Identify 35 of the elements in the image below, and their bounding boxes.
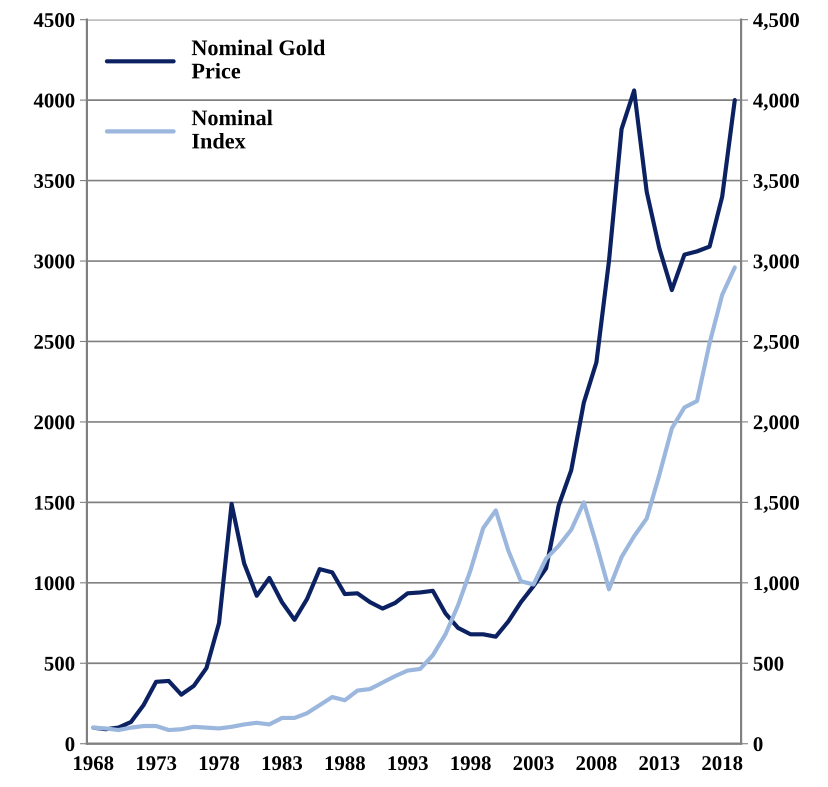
legend-label: Nominal Gold Price [192, 40, 326, 79]
y2-tick-label: 3,000 [754, 254, 799, 272]
x-tick-label: 1983 [262, 756, 302, 770]
x-tick-label: 2013 [639, 756, 680, 770]
y-tick-label: 1500 [35, 496, 74, 510]
y2-tick-label: 3,500 [754, 174, 799, 192]
y2-tick-label: 4,000 [753, 94, 799, 111]
x-tick-label: 1988 [326, 756, 365, 770]
y-tick-label: 4000 [34, 94, 74, 108]
x-tick-label: 1993 [388, 756, 428, 770]
y2-tick-label: 500 [754, 656, 784, 671]
y-tick-label: 500 [44, 656, 74, 671]
x-tick-label: 1998 [451, 756, 491, 770]
x-tick-label: 1973 [136, 756, 176, 770]
x-tick-label: 1968 [74, 756, 114, 770]
y-tick-label: 1000 [35, 576, 74, 590]
y2-tick-label: 1,000 [754, 576, 799, 594]
y-tick-label: 2500 [34, 334, 74, 349]
line-series [91, 265, 737, 732]
y-tick-label: 3000 [34, 254, 74, 268]
x-tick-label: 1978 [200, 756, 240, 770]
x-tick-label: 2008 [576, 756, 617, 770]
y2-tick-label: 0 [754, 737, 762, 752]
line-series [91, 88, 737, 732]
y-tick-label: 0 [66, 737, 74, 752]
legend-label: Nominal Index [192, 110, 272, 149]
y-tick-label: 4500 [34, 13, 74, 28]
y2-tick-label: 1,500 [754, 496, 799, 513]
x-tick-label: 2003 [514, 756, 554, 770]
x-tick-label: 2018 [702, 756, 742, 770]
y-tick-label: 3500 [34, 174, 74, 188]
y2-tick-label: 2,000 [754, 415, 799, 432]
y-tick-label: 2000 [34, 415, 74, 430]
y2-tick-label: 2,500 [754, 334, 799, 352]
y2-tick-label: 4,500 [753, 13, 799, 30]
